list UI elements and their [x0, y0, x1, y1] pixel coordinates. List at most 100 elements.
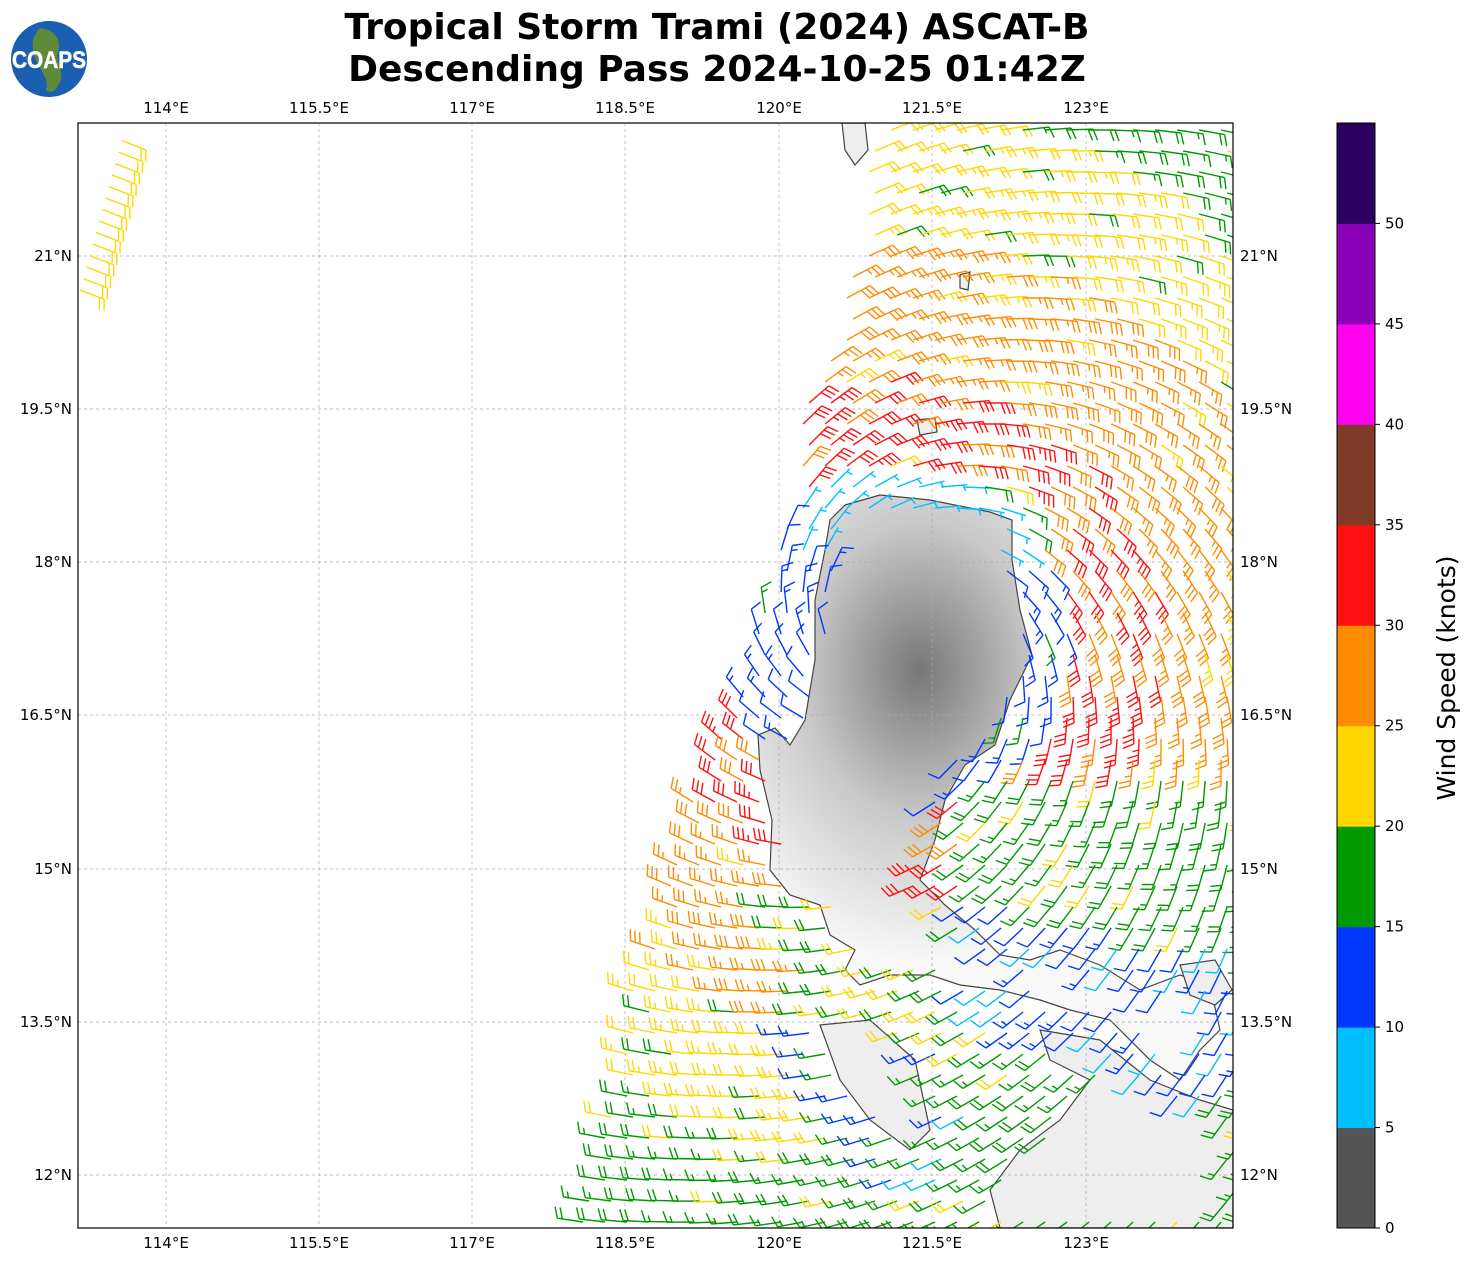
wind-barb — [1044, 507, 1069, 532]
wind-barb — [606, 1015, 634, 1034]
wind-barb — [992, 969, 1024, 988]
wind-barb — [1089, 171, 1120, 185]
wind-barb — [1066, 507, 1090, 534]
wind-barb — [1249, 319, 1272, 343]
wind-barb — [985, 230, 1018, 243]
wind-barb — [717, 688, 738, 719]
wind-barb — [1024, 864, 1052, 887]
wind-barb — [903, 801, 936, 817]
wind-barb — [1110, 297, 1139, 315]
wind-barb — [1000, 125, 1034, 138]
wind-barb — [918, 310, 952, 325]
wind-barb — [984, 486, 1014, 503]
wind-barb — [605, 1058, 634, 1076]
wind-barb — [1219, 1030, 1233, 1036]
wind-barb — [1065, 843, 1090, 868]
wind-barb — [1217, 738, 1230, 771]
wind-barb — [86, 266, 112, 289]
wind-barb — [890, 329, 924, 344]
wind-barb — [1037, 675, 1049, 708]
wind-barb — [1116, 444, 1141, 469]
wind-barb — [836, 1218, 870, 1228]
wind-barb — [1148, 675, 1162, 709]
wind-barb — [1182, 318, 1209, 341]
wind-barb — [642, 1038, 672, 1055]
wind-barb — [755, 1193, 788, 1206]
wind-barb — [981, 780, 1008, 804]
wind-barb — [1153, 696, 1166, 729]
wind-barb — [749, 1087, 782, 1100]
wind-barb — [1045, 255, 1076, 268]
wind-barb — [603, 1187, 634, 1202]
wind-barb — [777, 1109, 810, 1122]
wind-barb — [941, 440, 974, 454]
wind-barb — [956, 250, 990, 264]
wind-barb — [1116, 528, 1137, 558]
wind-barb — [1147, 1221, 1156, 1228]
wind-barb — [1226, 150, 1233, 154]
wind-barb — [1138, 528, 1159, 559]
wind-barb — [713, 977, 744, 992]
wind-barb — [890, 123, 924, 132]
colorbar-bin — [1337, 123, 1375, 224]
wind-barb — [1020, 1032, 1052, 1051]
wind-barb — [1214, 1221, 1222, 1228]
wind-barb — [721, 711, 744, 740]
wind-barb — [1138, 276, 1167, 295]
wind-barb — [994, 885, 1024, 906]
wind-barb — [1095, 759, 1112, 789]
wind-barb — [1053, 717, 1068, 748]
wind-barb — [969, 1137, 1002, 1153]
wind-barb — [1082, 1053, 1112, 1074]
wind-barb — [1057, 738, 1074, 768]
wind-barb — [1037, 1011, 1068, 1031]
wind-barb — [886, 1074, 920, 1086]
wind-barb — [95, 231, 121, 254]
wind-barb — [599, 1036, 628, 1055]
wind-barb — [925, 927, 958, 943]
wind-barb — [852, 470, 877, 488]
wind-barb — [808, 506, 827, 530]
wind-barb — [1062, 696, 1075, 728]
wind-barb — [1001, 252, 1033, 265]
wind-barb — [777, 1025, 810, 1037]
wind-barb — [597, 1165, 628, 1181]
wind-barb — [1220, 423, 1233, 440]
wind-barb — [750, 601, 762, 635]
wind-barb — [114, 162, 141, 185]
wind-barb — [991, 1095, 1024, 1112]
wind-barb — [1226, 570, 1233, 599]
wind-barb — [1007, 360, 1038, 373]
lat-tick-label-left: 16.5°N — [20, 706, 72, 724]
wind-barb — [1201, 1074, 1228, 1098]
wind-barb — [955, 822, 986, 843]
wind-barb — [1144, 717, 1158, 750]
lon-tick-label-top: 114°E — [143, 99, 189, 117]
wind-barb — [648, 1060, 678, 1076]
wind-barb — [1109, 885, 1134, 910]
wind-barb — [664, 996, 694, 1013]
lon-tick-label-bottom: 123°E — [1063, 1234, 1109, 1252]
wind-barb — [874, 223, 908, 236]
wind-barb — [1198, 255, 1225, 276]
wind-barb — [935, 505, 962, 513]
wind-barb — [1045, 297, 1076, 311]
lon-tick-label-top: 120°E — [756, 99, 802, 117]
wind-barb — [985, 273, 1017, 286]
wind-barb — [770, 1216, 804, 1228]
wind-barb — [846, 326, 880, 341]
wind-barb — [798, 1069, 832, 1081]
wind-barb — [1227, 972, 1233, 974]
colorbar-label: Wind Speed (knots) — [1432, 555, 1461, 800]
wind-barb — [1176, 549, 1194, 581]
wind-barb — [1067, 255, 1098, 269]
wind-barb — [1216, 1151, 1233, 1160]
wind-barb — [808, 466, 837, 488]
wind-barb — [1000, 906, 1030, 927]
wind-barb — [712, 779, 738, 803]
wind-barb — [1194, 1095, 1222, 1119]
wind-barb — [1232, 784, 1233, 791]
wind-barb — [953, 1074, 986, 1089]
wind-barb — [1001, 381, 1032, 394]
wind-barb — [1142, 822, 1162, 850]
